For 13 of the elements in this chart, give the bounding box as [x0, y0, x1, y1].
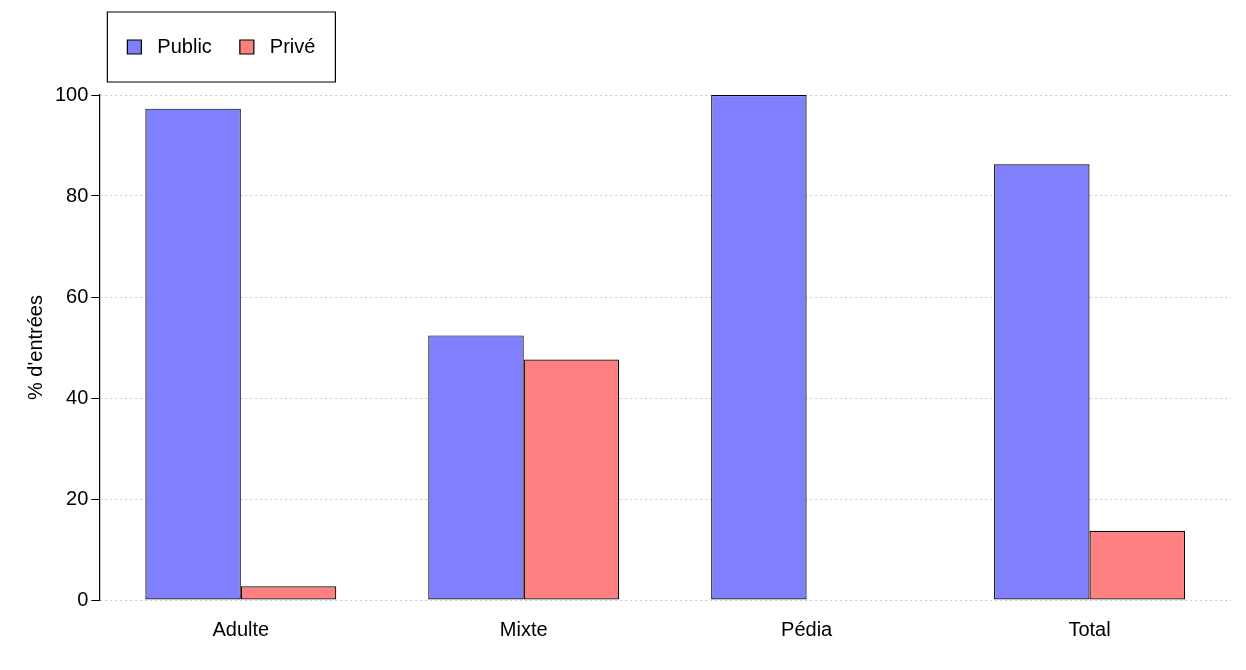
legend-label: Privé: [269, 34, 316, 57]
x-tick-label: Mixte: [499, 617, 548, 640]
x-tick-label: Total: [1068, 617, 1111, 640]
x-tick-label: Adulte: [212, 617, 270, 640]
y-tick-label: 100: [54, 82, 89, 105]
y-tick-label: 80: [66, 183, 89, 206]
y-tick-label: 20: [66, 486, 89, 509]
y-tick-label: 40: [66, 385, 89, 408]
x-tick-label: Pédia: [781, 617, 834, 640]
y-tick-label: 60: [66, 284, 89, 307]
y-axis-title: % d'entrées: [23, 295, 46, 400]
legend-label: Public: [157, 34, 212, 57]
y-tick-label: 0: [77, 587, 89, 610]
